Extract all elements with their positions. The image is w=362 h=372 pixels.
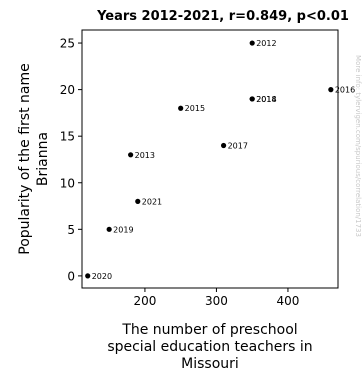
y-axis-label-line-2: Brianna <box>35 132 51 186</box>
data-point-label: 2020 <box>92 272 112 281</box>
y-tick-label: 5 <box>67 223 75 237</box>
data-point-label: 2018 <box>256 95 276 104</box>
chart-title: Years 2012-2021, r=0.849, p<0.01 <box>96 9 349 24</box>
data-point <box>328 87 334 93</box>
y-tick-label: 25 <box>60 37 75 51</box>
data-point <box>106 226 112 232</box>
data-point-label: 2019 <box>113 225 133 234</box>
data-point <box>249 96 255 102</box>
y-tick-label: 0 <box>67 269 75 283</box>
data-point-label: 2012 <box>256 39 276 48</box>
data-points: 2012 2013 2014 2015 2016 2017 2018 2019 2020 2021 <box>85 39 355 281</box>
x-axis: 200 300 400 <box>133 288 299 308</box>
data-point <box>220 142 227 149</box>
data-point-label: 2016 <box>335 86 355 95</box>
data-point <box>178 105 184 111</box>
x-tick-label: 400 <box>276 294 299 308</box>
x-tick-label: 300 <box>205 294 228 308</box>
data-point-label: 2021 <box>142 197 162 206</box>
y-axis: 0 5 10 15 20 25 <box>60 37 82 283</box>
y-tick-label: 15 <box>60 130 75 144</box>
data-point <box>128 152 134 158</box>
watermark: More info: tylervigen.com/spurious/corre… <box>354 55 362 237</box>
data-point-label: 2013 <box>135 151 155 160</box>
data-point-label: 2017 <box>228 141 248 150</box>
x-axis-label-line-3: Missouri <box>181 356 239 372</box>
data-point <box>249 40 255 46</box>
x-axis-label-line-2: special education teachers in <box>107 339 312 355</box>
y-tick-label: 20 <box>60 83 75 97</box>
x-axis-label-line-1: The number of preschool <box>121 322 297 338</box>
data-point-label: 2015 <box>185 104 205 113</box>
data-point <box>85 273 91 279</box>
data-point-label: 2014 <box>256 95 276 104</box>
y-axis-label-line-1: Popularity of the first name <box>17 63 33 255</box>
data-point <box>135 198 141 204</box>
plot-area <box>81 29 339 289</box>
y-tick-label: 10 <box>60 176 75 190</box>
x-tick-label: 200 <box>133 294 156 308</box>
